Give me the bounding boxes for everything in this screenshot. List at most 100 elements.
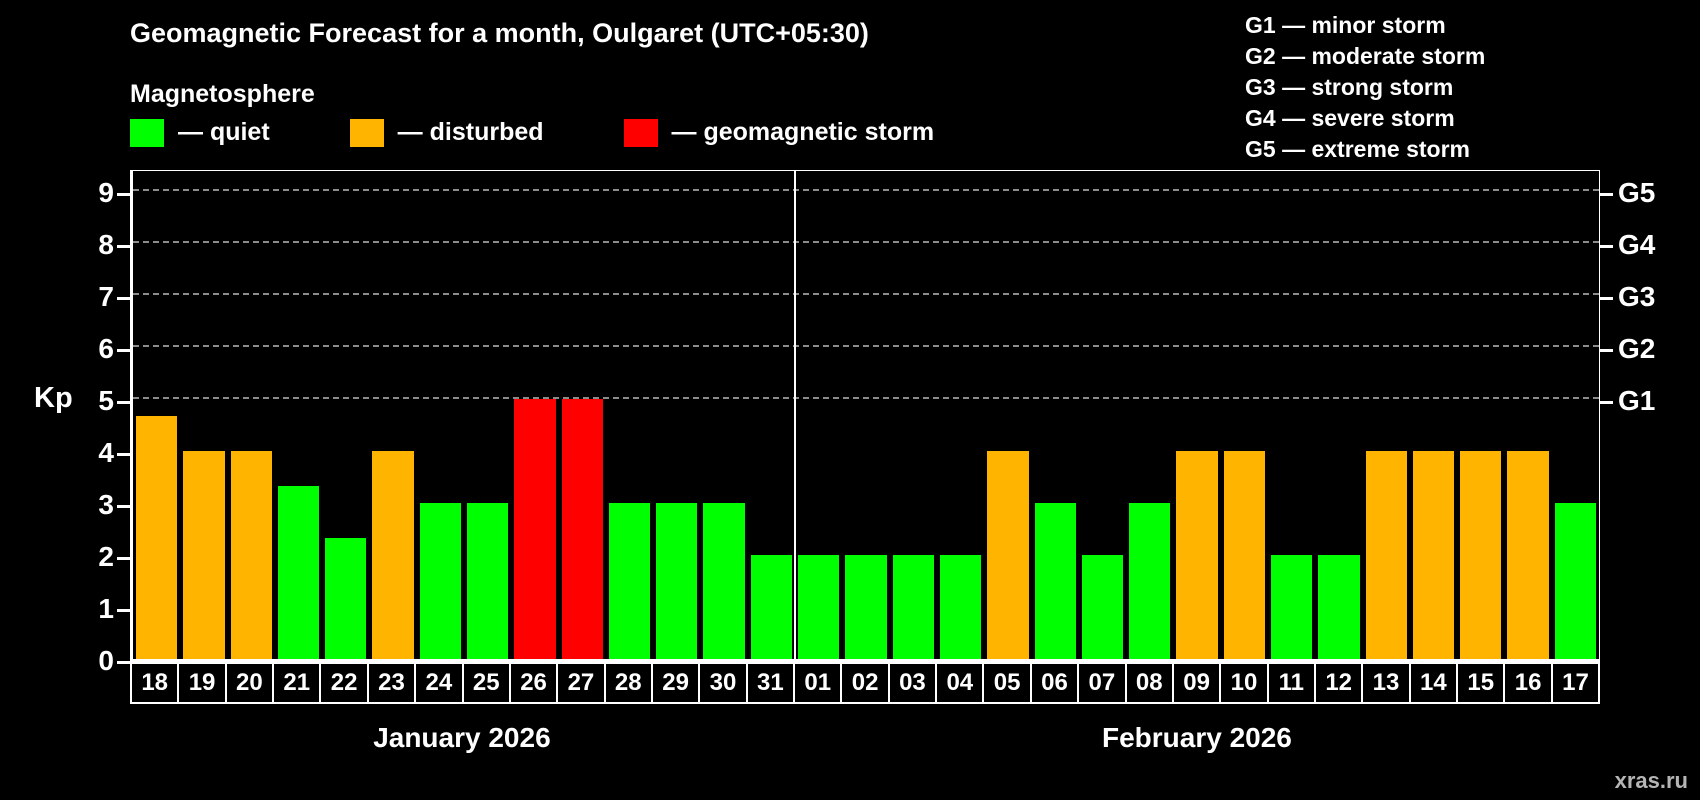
kp-bar-01 [798, 555, 840, 659]
day-label-30: 30 [698, 662, 748, 704]
y-tick-label-0: 0 [98, 645, 114, 676]
kp-bar-06 [1034, 503, 1076, 659]
storm-scale-g2: G2 — moderate storm [1245, 43, 1486, 69]
right-tick-mark [1600, 297, 1613, 300]
kp-bar-29 [656, 503, 698, 659]
kp-bar-23 [372, 451, 414, 659]
y-tick-label-5: 5 [98, 385, 114, 416]
day-label-05: 05 [982, 662, 1032, 704]
day-label-09: 09 [1171, 662, 1222, 704]
chart-title: Geomagnetic Forecast for a month, Oulgar… [130, 18, 869, 48]
legend-label-disturbed: — disturbed [397, 118, 544, 146]
y-tick-mark [117, 557, 130, 560]
day-label-28: 28 [603, 662, 653, 704]
day-label-08: 08 [1124, 662, 1174, 704]
storm-scale-g1: G1 — minor storm [1245, 12, 1446, 38]
right-axis-label-g4: G4 [1618, 229, 1656, 260]
right-tick-mark [1600, 245, 1613, 248]
gridline-kp6 [133, 345, 1599, 347]
y-tick-label-8: 8 [98, 229, 114, 260]
y-tick-mark [117, 193, 130, 196]
y-tick-label-2: 2 [98, 541, 114, 572]
legend-label-quiet: — quiet [178, 118, 270, 146]
kp-bar-20 [230, 451, 272, 659]
gridline-kp8 [133, 241, 1599, 243]
kp-bar-31 [750, 555, 793, 659]
kp-bar-30 [703, 503, 745, 659]
y-tick-mark [117, 297, 130, 300]
month-labels: January 2026 February 2026 [0, 722, 1700, 760]
kp-bar-13 [1365, 451, 1407, 659]
day-label-03: 03 [887, 662, 938, 704]
y-tick-label-3: 3 [98, 489, 114, 520]
day-label-31: 31 [745, 662, 796, 704]
right-axis-label-g5: G5 [1618, 177, 1656, 208]
day-label-20: 20 [224, 662, 275, 704]
day-label-24: 24 [414, 662, 464, 704]
day-label-01: 01 [793, 662, 843, 704]
disturbed-swatch [349, 118, 384, 147]
gridline-kp9 [133, 189, 1599, 191]
day-label-22: 22 [319, 662, 369, 704]
day-label-25: 25 [461, 662, 511, 704]
month-separator [794, 171, 797, 659]
day-label-23: 23 [366, 662, 417, 704]
plot-area [130, 170, 1600, 662]
month-label-0: January 2026 [373, 722, 551, 753]
day-label-06: 06 [1029, 662, 1080, 704]
storm-scale-g3: G3 — strong storm [1245, 74, 1454, 100]
month-label-1: February 2026 [1101, 722, 1292, 753]
quiet-swatch [130, 118, 164, 147]
kp-bar-14 [1412, 451, 1455, 659]
legend-item-disturbed: — disturbed [349, 118, 544, 147]
kp-bar-26 [514, 399, 556, 659]
kp-bar-10 [1223, 451, 1265, 659]
kp-bar-17 [1554, 503, 1596, 659]
right-tick-mark [1600, 349, 1613, 352]
kp-bar-18 [136, 416, 178, 659]
y-tick-label-1: 1 [98, 593, 114, 624]
y-tick-mark [117, 505, 130, 508]
storm-scale-legend: G1 — minor storm G2 — moderate storm G3 … [1245, 10, 1485, 165]
y-tick-label-9: 9 [98, 177, 114, 208]
right-axis-label-g1: G1 [1618, 385, 1656, 416]
legend-item-quiet: — quiet [130, 118, 270, 147]
storm-scale-g4: G4 — severe storm [1245, 105, 1455, 131]
kp-bar-15 [1460, 451, 1502, 659]
day-label-16: 16 [1503, 662, 1553, 704]
y-tick-mark [117, 349, 130, 352]
y-tick-mark [117, 245, 130, 248]
watermark: xras.ru [1614, 768, 1688, 793]
storm-scale-g5: G5 — extreme storm [1245, 136, 1470, 162]
day-label-17: 17 [1550, 662, 1601, 704]
kp-bar-11 [1270, 555, 1313, 659]
day-label-04: 04 [935, 662, 985, 704]
day-label-21: 21 [272, 662, 322, 704]
gridline-kp5 [133, 397, 1599, 399]
legend: — quiet — disturbed — geomagnetic storm [130, 118, 1014, 147]
y-tick-label-4: 4 [98, 437, 114, 468]
y-axis-label: Kp [34, 382, 73, 414]
y-tick-mark [117, 453, 130, 456]
day-label-10: 10 [1219, 662, 1269, 704]
kp-bar-21 [277, 485, 320, 659]
gridline-kp7 [133, 293, 1599, 295]
day-label-14: 14 [1408, 662, 1459, 704]
storm-swatch [623, 118, 658, 147]
day-axis: 18 19 20 21 22 23 24 25 26 27 28 29 30 31 01 02 03 04 05 06… [130, 662, 1601, 704]
day-label-18: 18 [130, 662, 180, 704]
kp-bar-03 [892, 555, 934, 659]
day-label-12: 12 [1313, 662, 1364, 704]
kp-bar-02 [845, 555, 887, 659]
kp-bar-16 [1507, 451, 1549, 659]
kp-bar-04 [939, 555, 982, 659]
chart-subtitle: Magnetosphere [130, 80, 315, 108]
plot-inner [133, 171, 1599, 659]
kp-bar-27 [561, 399, 603, 659]
legend-label-storm: — geomagnetic storm [671, 118, 935, 146]
right-tick-mark [1600, 193, 1613, 196]
kp-bar-08 [1129, 503, 1171, 659]
kp-bar-28 [608, 503, 651, 659]
day-label-19: 19 [177, 662, 227, 704]
